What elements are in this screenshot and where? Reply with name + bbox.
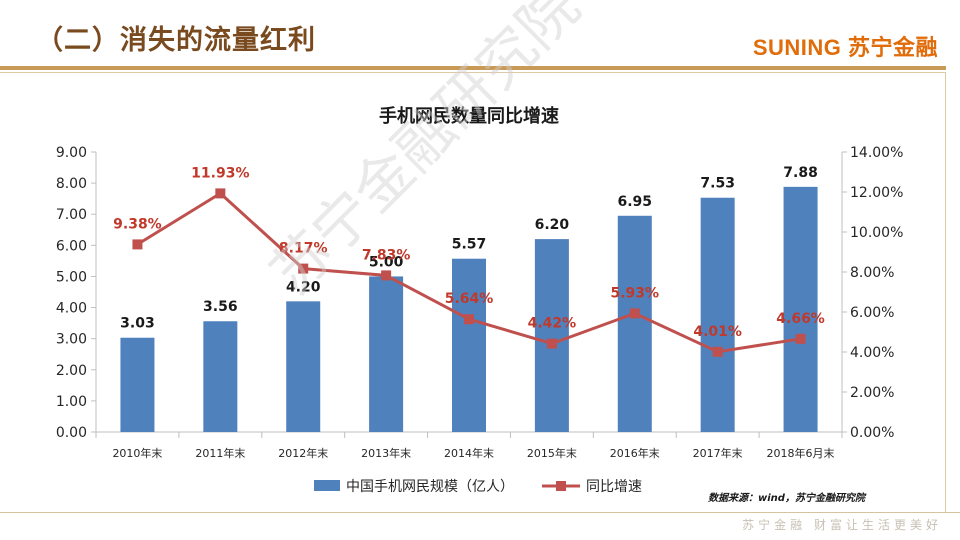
bar-data-label: 5.00 [369,254,404,270]
line-point-marker [795,333,806,344]
y-right-tick-label: 0.00% [850,425,894,441]
bar [369,276,404,432]
x-tick-label: 2014年末 [444,446,494,460]
y-right-tick-label: 14.00% [850,145,903,161]
line-data-label: 8.17% [279,241,328,257]
y-left-tick-label: 4.00 [56,301,87,317]
legend-line-label: 同比增速 [586,479,642,495]
bar [120,337,155,432]
line-point-marker [132,239,143,250]
y-left-tick-label: 7.00 [56,207,87,223]
x-tick-label: 2015年末 [527,446,577,460]
legend-bar-label: 中国手机网民规模（亿人） [346,479,514,495]
chart-title: 手机网民数量同比增速 [379,105,559,127]
y-right-tick-label: 6.00% [850,305,894,321]
title-divider-thin [0,72,946,73]
footer-slogan: 苏宁金融 财富让生活更美好 [742,518,942,532]
x-tick-label: 2017年末 [693,446,743,460]
bar-data-label: 5.57 [452,237,487,253]
x-tick-label: 2011年末 [195,446,245,460]
y-right-tick-label: 8.00% [850,265,894,281]
y-left-tick-label: 3.00 [56,332,87,348]
line-data-label: 4.42% [528,316,577,332]
y-right-tick-label: 2.00% [850,385,894,401]
bar-data-label: 6.20 [535,217,570,233]
line-data-label: 5.64% [445,291,494,307]
line-point-marker [629,308,640,319]
x-tick-label: 2018年6月末 [767,446,835,460]
y-right-tick-label: 4.00% [850,345,894,361]
line-point-marker [712,346,723,357]
y-right-tick-label: 10.00% [850,225,903,241]
line-point-marker [215,188,226,199]
line-data-label: 4.01% [693,324,742,340]
bar-data-label: 7.88 [783,165,818,181]
line-data-label: 5.93% [610,285,659,301]
line-data-label: 9.38% [113,216,162,232]
bar [286,301,321,432]
title-divider [0,66,946,70]
y-left-tick-label: 0.00 [56,425,87,441]
bar-data-label: 6.95 [618,194,653,210]
line-point-marker [464,314,474,325]
line-data-label: 4.66% [776,311,825,327]
line-data-label: 7.83% [362,247,411,263]
line-point-marker [546,338,557,349]
slide-title: （二）消失的流量红利 [36,25,316,56]
bar [700,197,735,432]
bar [617,215,652,432]
y-left-tick-label: 9.00 [56,145,87,161]
bar [783,186,818,432]
content-frame [0,73,946,513]
x-tick-label: 2010年末 [112,446,162,460]
bar [452,258,486,432]
line-point-marker [381,270,392,281]
bar-data-label: 7.53 [700,176,735,192]
y-left-tick-label: 1.00 [56,394,87,410]
source-note: 数据来源：wind，苏宁金融研究院 [708,493,865,504]
y-left-tick-label: 6.00 [56,238,87,254]
y-right-tick-label: 12.00% [850,185,903,201]
legend-bar-swatch [314,480,340,491]
brand-logo: SUNING 苏宁金融 [752,35,938,60]
line-point-marker [298,263,309,274]
x-tick-label: 2016年末 [610,446,660,460]
y-left-tick-label: 5.00 [56,269,87,285]
y-left-tick-label: 2.00 [56,363,87,379]
y-left-tick-label: 8.00 [56,176,87,192]
bar-data-label: 3.03 [120,316,155,332]
footer-divider [0,512,960,513]
x-tick-label: 2012年末 [278,446,328,460]
x-tick-label: 2013年末 [361,446,411,460]
line-data-label: 11.93% [191,165,249,181]
bar-data-label: 3.56 [203,299,238,315]
legend-line-marker [556,481,566,491]
bar [203,321,238,432]
bar-data-label: 4.20 [286,279,321,295]
bar [534,239,569,432]
